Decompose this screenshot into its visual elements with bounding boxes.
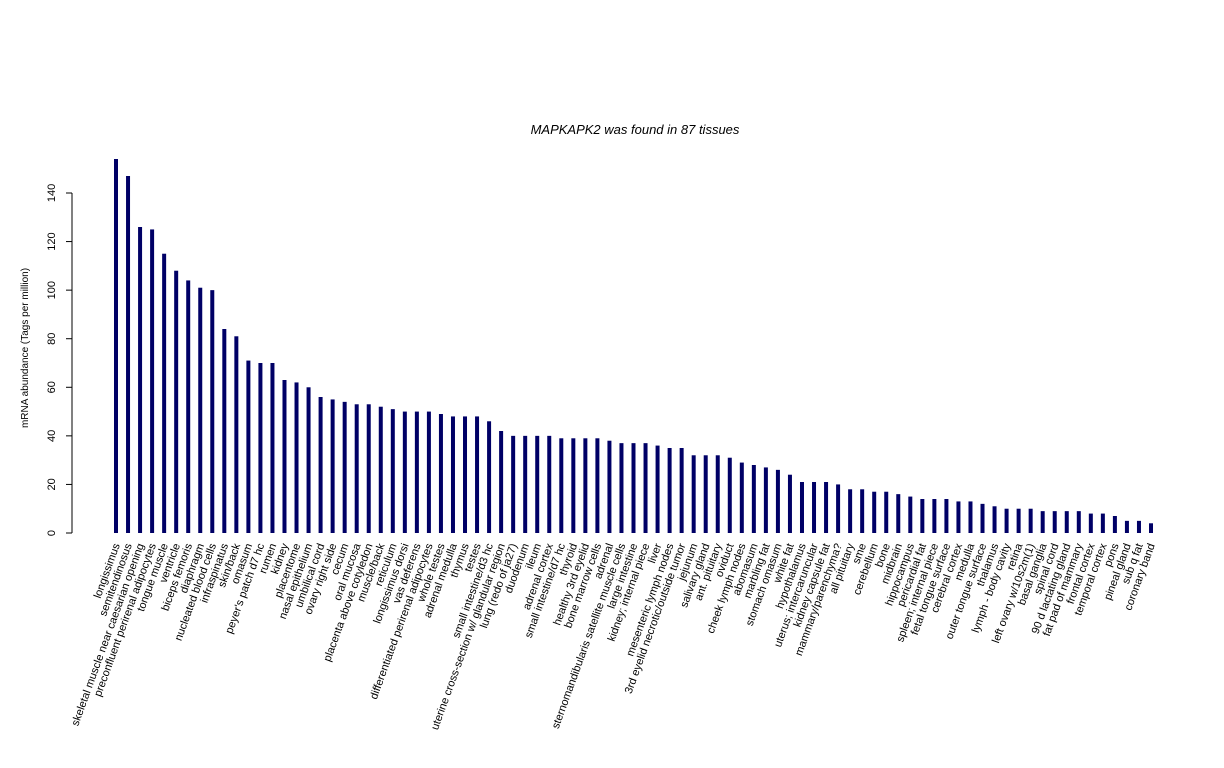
y-tick-label: 140 bbox=[46, 184, 58, 202]
bar bbox=[739, 462, 744, 533]
bar bbox=[787, 474, 792, 533]
bar bbox=[511, 435, 516, 533]
bar bbox=[1088, 513, 1093, 533]
bar bbox=[944, 499, 949, 533]
bar bbox=[667, 448, 672, 533]
bar bbox=[174, 270, 179, 533]
bar bbox=[559, 438, 564, 533]
bar bbox=[896, 494, 901, 533]
y-tick-label: 80 bbox=[46, 333, 58, 345]
bar bbox=[1040, 511, 1045, 533]
bar bbox=[1076, 511, 1081, 533]
bar bbox=[523, 435, 528, 533]
y-tick-label: 0 bbox=[46, 530, 58, 536]
bar bbox=[258, 363, 263, 533]
bar bbox=[860, 489, 865, 533]
bar bbox=[354, 404, 359, 533]
bar bbox=[426, 411, 431, 533]
bar bbox=[198, 287, 203, 533]
bar bbox=[114, 159, 118, 533]
bar bbox=[463, 416, 468, 533]
bar bbox=[1064, 511, 1069, 533]
y-tick-label: 60 bbox=[46, 381, 58, 393]
bar bbox=[234, 336, 239, 533]
bar bbox=[366, 404, 371, 533]
bar bbox=[872, 491, 877, 533]
y-axis-label: mRNA abundance (Tags per million) bbox=[20, 268, 31, 428]
bar bbox=[1112, 516, 1117, 533]
bar bbox=[438, 414, 443, 533]
bar bbox=[1028, 508, 1033, 533]
bar bbox=[162, 253, 167, 533]
bar bbox=[956, 501, 961, 533]
bar bbox=[595, 438, 600, 533]
bar bbox=[920, 499, 925, 533]
bar bbox=[824, 482, 829, 533]
bar bbox=[1100, 513, 1105, 533]
bar bbox=[848, 489, 853, 533]
bar bbox=[1124, 520, 1129, 533]
bar bbox=[487, 421, 492, 533]
bar bbox=[619, 443, 624, 533]
bar bbox=[414, 411, 419, 533]
bar bbox=[475, 416, 480, 533]
bar bbox=[222, 329, 227, 533]
bar bbox=[679, 448, 684, 533]
bar bbox=[583, 438, 588, 533]
bar bbox=[499, 431, 504, 533]
bar bbox=[138, 227, 143, 533]
bar bbox=[246, 360, 251, 533]
bar bbox=[306, 387, 311, 533]
bar bbox=[342, 401, 347, 533]
bar bbox=[1149, 523, 1153, 533]
y-tick-label: 20 bbox=[46, 478, 58, 490]
bar bbox=[980, 503, 985, 533]
bar bbox=[390, 409, 395, 533]
bar bbox=[450, 416, 455, 533]
bar bbox=[655, 445, 660, 533]
y-tick-label: 100 bbox=[46, 281, 58, 299]
bar bbox=[318, 397, 323, 533]
bar bbox=[727, 457, 732, 533]
bar bbox=[992, 506, 997, 533]
bar bbox=[571, 438, 576, 533]
bar bbox=[775, 469, 780, 533]
bar bbox=[715, 455, 720, 533]
bar bbox=[643, 443, 648, 533]
bar bbox=[631, 443, 636, 533]
bar bbox=[210, 290, 215, 533]
y-tick-label: 40 bbox=[46, 430, 58, 442]
bar bbox=[703, 455, 708, 533]
bar bbox=[270, 363, 275, 533]
bar bbox=[150, 229, 155, 533]
bar bbox=[691, 455, 696, 533]
bar bbox=[1052, 511, 1057, 533]
y-tick-label: 120 bbox=[46, 232, 58, 250]
bar bbox=[812, 482, 817, 533]
bar bbox=[763, 467, 768, 533]
bar bbox=[126, 176, 131, 533]
bar bbox=[186, 280, 191, 533]
bar bbox=[535, 435, 540, 533]
bar bbox=[968, 501, 973, 533]
bar bbox=[607, 440, 612, 533]
bar bbox=[932, 499, 937, 533]
bar bbox=[1136, 520, 1141, 533]
bar bbox=[1016, 508, 1021, 533]
bar bbox=[799, 482, 804, 533]
bar bbox=[751, 465, 756, 533]
bar bbox=[836, 484, 841, 533]
bar bbox=[294, 382, 299, 533]
bar bbox=[402, 411, 407, 533]
bar bbox=[908, 496, 913, 533]
bar bbox=[282, 380, 287, 533]
chart-title: MAPKAPK2 was found in 87 tissues bbox=[531, 122, 740, 137]
bar bbox=[884, 491, 889, 533]
bar bbox=[547, 435, 552, 533]
bar bbox=[330, 399, 335, 533]
bar bbox=[1004, 508, 1009, 533]
bar bbox=[378, 406, 383, 533]
